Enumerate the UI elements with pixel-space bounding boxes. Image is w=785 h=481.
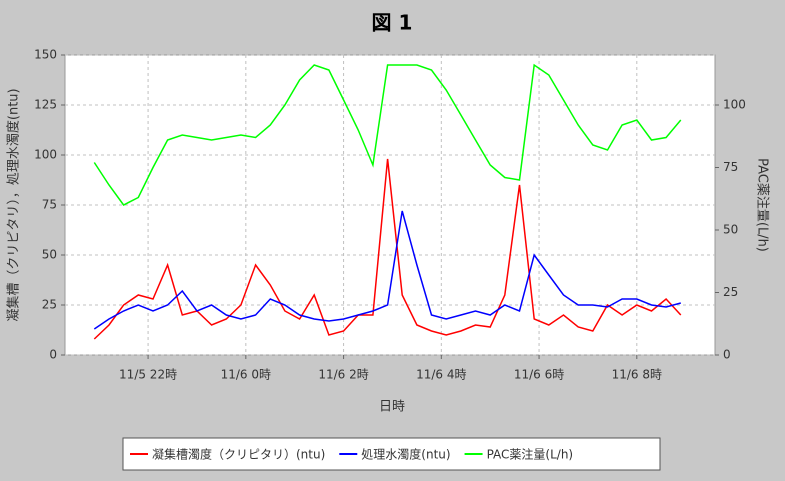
- y-tick-label: 50: [42, 248, 57, 262]
- x-tick-label: 11/6 4時: [416, 368, 466, 382]
- y2-tick-label: 0: [723, 348, 731, 362]
- y-tick-label: 25: [42, 298, 57, 312]
- y-tick-label: 150: [34, 48, 57, 62]
- legend-label: 処理水濁度(ntu): [361, 447, 450, 462]
- x-tick-label: 11/6 2時: [318, 368, 368, 382]
- legend: [122, 437, 661, 471]
- y2-tick-label: 50: [723, 223, 738, 237]
- y-tick-label: 0: [49, 348, 57, 362]
- x-tick-label: 11/6 6時: [514, 368, 564, 382]
- series-line: [93, 158, 682, 340]
- x-axis-title: 日時: [379, 400, 405, 415]
- chart-title: 図 1: [372, 11, 413, 35]
- series-line: [93, 210, 681, 330]
- x-tick-label: 11/6 8時: [612, 368, 662, 382]
- y-tick-label: 125: [34, 98, 57, 112]
- x-tick-label: 11/5 22時: [119, 368, 177, 382]
- legend-label: 凝集槽濁度（クリピタリ）(ntu): [152, 447, 325, 462]
- y2-tick-label: 25: [723, 285, 738, 299]
- legend-label: PAC薬注量(L/h): [487, 447, 574, 462]
- y2-tick-label: 75: [723, 160, 738, 174]
- y2-tick-label: 100: [723, 98, 746, 112]
- series-line: [93, 63, 682, 206]
- y-axis-title: 凝集槽（クリピタリ），処理水濁度(ntu): [6, 88, 22, 321]
- y2-axis-title: PAC薬注量(L/h): [755, 158, 770, 252]
- x-tick-label: 11/6 0時: [221, 368, 271, 382]
- y-tick-label: 100: [34, 148, 57, 162]
- y-tick-label: 75: [42, 198, 57, 212]
